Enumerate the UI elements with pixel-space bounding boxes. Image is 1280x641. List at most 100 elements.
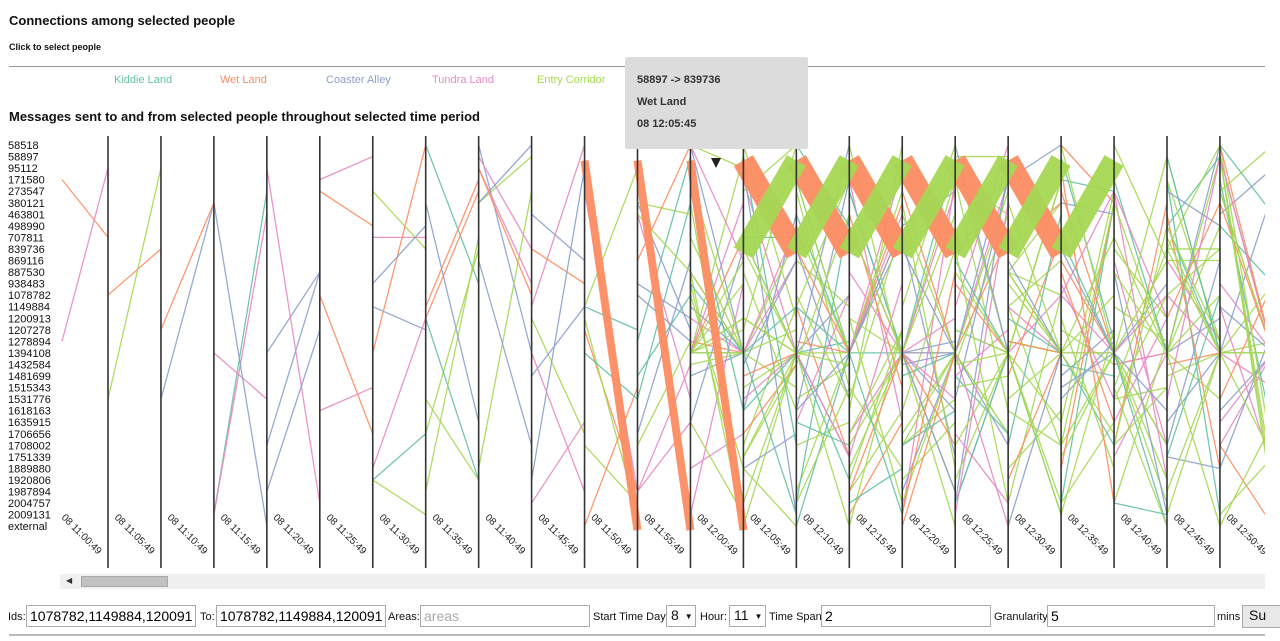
- message-line[interactable]: [1007, 260, 1062, 354]
- message-line[interactable]: [1219, 145, 1265, 192]
- message-line[interactable]: [1060, 260, 1115, 354]
- message-line[interactable]: [1113, 156, 1168, 354]
- message-line[interactable]: [954, 260, 1009, 354]
- message-line[interactable]: [1166, 190, 1221, 227]
- message-line[interactable]: [1113, 502, 1168, 516]
- message-line[interactable]: [1166, 352, 1221, 527]
- message-line[interactable]: [107, 167, 162, 400]
- message-line[interactable]: [1166, 317, 1221, 354]
- message-line[interactable]: [795, 248, 850, 354]
- message-line[interactable]: [1219, 284, 1265, 400]
- message-line[interactable]: [848, 421, 903, 515]
- message-line[interactable]: [1007, 179, 1062, 354]
- message-line[interactable]: [1219, 202, 1265, 353]
- message-line[interactable]: [319, 190, 374, 227]
- message-line[interactable]: [848, 329, 903, 435]
- message-line[interactable]: [1060, 352, 1115, 435]
- message-line[interactable]: [61, 179, 109, 238]
- heavy-message-link[interactable]: [633, 159, 695, 531]
- message-line[interactable]: [848, 352, 903, 492]
- message-line[interactable]: [1113, 202, 1168, 354]
- heavy-message-link[interactable]: [733, 155, 806, 259]
- scroll-left-arrow-icon[interactable]: ◀: [66, 576, 73, 585]
- message-line[interactable]: [848, 283, 903, 458]
- message-line[interactable]: [1113, 352, 1168, 412]
- message-line[interactable]: [478, 167, 533, 284]
- message-line[interactable]: [1007, 271, 1062, 354]
- message-line[interactable]: [1166, 179, 1221, 515]
- message-line[interactable]: [1060, 144, 1115, 354]
- message-line[interactable]: [848, 318, 903, 504]
- message-line[interactable]: [1166, 237, 1221, 354]
- message-line[interactable]: [372, 479, 427, 516]
- heavy-message-link[interactable]: [786, 155, 859, 259]
- message-line[interactable]: [266, 271, 321, 446]
- message-line[interactable]: [1060, 329, 1115, 515]
- message-line[interactable]: [213, 191, 268, 515]
- message-line[interactable]: [478, 260, 533, 446]
- message-line[interactable]: [1113, 387, 1168, 446]
- message-line[interactable]: [1219, 168, 1265, 215]
- message-line[interactable]: [848, 410, 903, 492]
- message-line[interactable]: [478, 156, 533, 204]
- heavy-message-link[interactable]: [580, 159, 642, 531]
- message-line[interactable]: [1166, 352, 1221, 492]
- message-line[interactable]: [1007, 283, 1062, 354]
- message-line[interactable]: [742, 260, 797, 354]
- message-line[interactable]: [1166, 352, 1221, 366]
- message-line[interactable]: [425, 190, 480, 319]
- message-line[interactable]: [954, 352, 1009, 527]
- message-line[interactable]: [1166, 352, 1221, 515]
- heavy-message-link[interactable]: [839, 155, 912, 259]
- message-line[interactable]: [1007, 352, 1062, 527]
- message-line[interactable]: [742, 352, 797, 515]
- message-line[interactable]: [1007, 352, 1062, 423]
- message-line[interactable]: [1060, 352, 1115, 389]
- message-line[interactable]: [1007, 410, 1062, 446]
- message-line[interactable]: [742, 271, 797, 411]
- message-line[interactable]: [61, 167, 109, 342]
- message-line[interactable]: [954, 248, 1009, 504]
- message-line[interactable]: [689, 271, 744, 354]
- message-line[interactable]: [1060, 248, 1115, 354]
- message-line[interactable]: [901, 352, 956, 377]
- message-line[interactable]: [531, 317, 586, 435]
- message-line[interactable]: [1166, 294, 1221, 354]
- message-line[interactable]: [1060, 352, 1115, 446]
- message-line[interactable]: [1166, 352, 1221, 423]
- message-line[interactable]: [902, 352, 956, 366]
- message-line[interactable]: [636, 341, 692, 446]
- message-line[interactable]: [689, 237, 744, 354]
- message-line[interactable]: [795, 352, 850, 481]
- message-line[interactable]: [425, 179, 480, 307]
- message-line[interactable]: [902, 340, 956, 354]
- message-line[interactable]: [1060, 421, 1115, 504]
- message-line[interactable]: [901, 421, 956, 481]
- message-line[interactable]: [584, 352, 638, 400]
- message-line[interactable]: [848, 329, 903, 481]
- message-line[interactable]: [425, 318, 480, 481]
- message-line[interactable]: [1166, 456, 1221, 470]
- message-line[interactable]: [1113, 248, 1168, 319]
- message-line[interactable]: [795, 306, 850, 458]
- message-line[interactable]: [372, 190, 427, 250]
- message-line[interactable]: [1007, 352, 1062, 515]
- message-line[interactable]: [795, 387, 850, 504]
- message-line[interactable]: [848, 352, 903, 515]
- heavy-message-link[interactable]: [1051, 155, 1124, 259]
- message-line[interactable]: [425, 237, 480, 492]
- message-line[interactable]: [1219, 144, 1265, 214]
- to-input[interactable]: [216, 605, 386, 627]
- message-line[interactable]: [107, 248, 162, 296]
- start-day-select[interactable]: 8 ▼: [666, 605, 696, 627]
- message-line[interactable]: [901, 352, 956, 412]
- message-line[interactable]: [742, 306, 797, 354]
- message-line[interactable]: [1113, 248, 1168, 388]
- ids-input[interactable]: [26, 605, 196, 627]
- message-line[interactable]: [1219, 353, 1265, 412]
- message-line[interactable]: [955, 352, 1009, 366]
- message-line[interactable]: [1166, 225, 1221, 354]
- message-line[interactable]: [1219, 144, 1265, 457]
- message-line[interactable]: [743, 317, 797, 354]
- message-line[interactable]: [795, 179, 850, 354]
